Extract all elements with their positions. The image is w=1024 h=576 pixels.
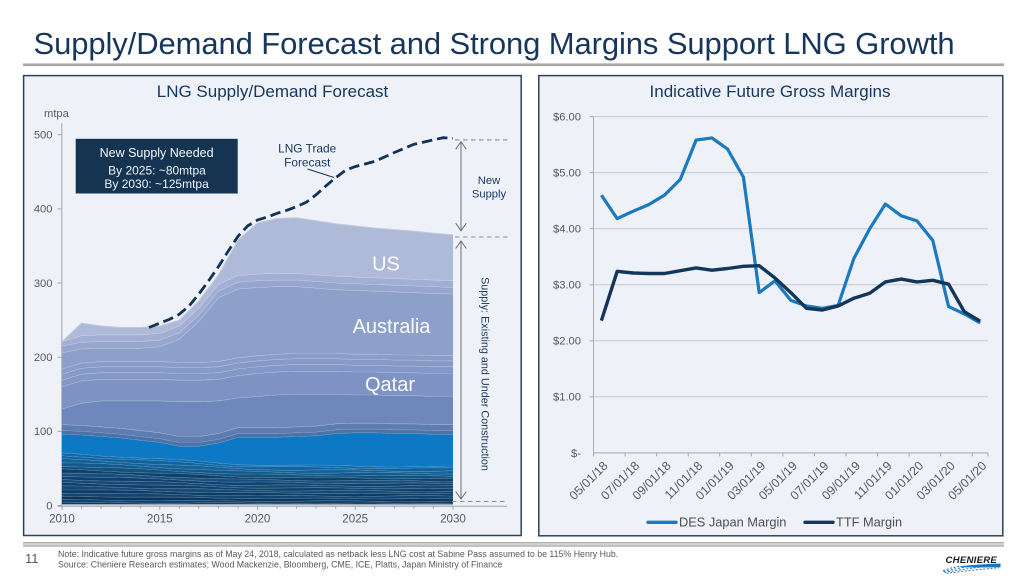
svg-text:$5.00: $5.00 (553, 168, 581, 180)
svg-text:$6.00: $6.00 (553, 112, 581, 124)
svg-text:mtpa: mtpa (44, 108, 70, 120)
svg-text:2025: 2025 (342, 512, 368, 525)
svg-text:Australia: Australia (353, 316, 432, 338)
svg-text:500: 500 (34, 130, 53, 142)
svg-text:$2.00: $2.00 (553, 336, 581, 348)
svg-text:By 2025: ~80mtpa: By 2025: ~80mtpa (108, 163, 206, 177)
svg-text:100: 100 (34, 426, 53, 438)
svg-text:New Supply Needed: New Supply Needed (100, 146, 214, 160)
svg-text:By 2030: ~125mtpa: By 2030: ~125mtpa (104, 177, 209, 191)
svg-text:200: 200 (34, 352, 53, 364)
svg-text:CHENIERE: CHENIERE (946, 555, 998, 566)
svg-text:Indicative Future Gross Margin: Indicative Future Gross Margins (650, 82, 891, 101)
svg-text:400: 400 (34, 204, 53, 216)
svg-text:Qatar: Qatar (365, 374, 415, 396)
svg-text:Source: Cheniere Research esti: Source: Cheniere Research estimates; Woo… (58, 560, 502, 570)
svg-text:New: New (478, 175, 501, 187)
svg-text:US: US (372, 253, 400, 275)
svg-text:LNG Trade: LNG Trade (278, 141, 337, 155)
svg-text:Supply: Supply (472, 189, 507, 201)
svg-text:$-: $- (571, 448, 581, 460)
svg-text:LNG Supply/Demand Forecast: LNG Supply/Demand Forecast (157, 82, 389, 101)
svg-text:TTF Margin: TTF Margin (836, 515, 902, 530)
svg-text:$1.00: $1.00 (553, 392, 581, 404)
svg-text:Supply/Demand Forecast and Str: Supply/Demand Forecast and Strong Margin… (34, 26, 955, 61)
svg-text:0: 0 (46, 500, 52, 512)
svg-text:2010: 2010 (49, 512, 75, 525)
svg-text:11: 11 (25, 551, 39, 566)
svg-text:300: 300 (34, 278, 53, 290)
svg-text:$3.00: $3.00 (553, 280, 581, 292)
svg-text:Note: Indicative future gross: Note: Indicative future gross margins as… (58, 549, 618, 559)
svg-text:$4.00: $4.00 (553, 224, 581, 236)
svg-text:Supply: Existing and Under Con: Supply: Existing and Under Construction (479, 277, 491, 471)
svg-text:Forecast: Forecast (284, 156, 331, 170)
svg-text:2030: 2030 (440, 512, 466, 525)
svg-text:2015: 2015 (147, 512, 173, 525)
svg-text:DES Japan Margin: DES Japan Margin (679, 515, 786, 530)
svg-text:2020: 2020 (245, 512, 271, 525)
